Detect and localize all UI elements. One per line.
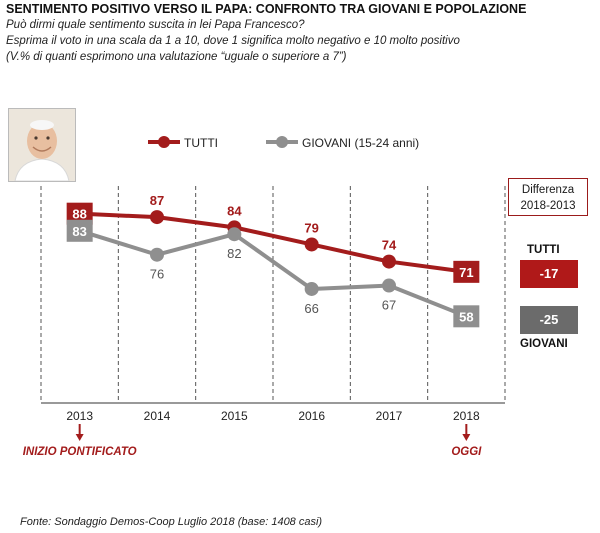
legend-marker [158,136,170,148]
data-label: 88 [72,207,86,222]
data-label: 76 [150,267,164,282]
data-point [382,278,396,293]
differenza-period: 2018-2013 [520,200,576,212]
diff-giovani-label: GIOVANI [520,338,568,350]
data-label: 79 [304,220,318,235]
data-badge [453,260,480,283]
annotation-label: OGGI [451,446,482,458]
data-label: 87 [150,193,164,208]
data-label: 74 [382,238,397,253]
data-label: 67 [382,298,396,313]
source-note: Fonte: Sondaggio Demos-Coop Luglio 2018 … [20,516,323,528]
data-point [150,210,164,225]
subtitle-question: Può dirmi quale sentimento suscita in le… [6,19,305,31]
down-arrow-head-icon [462,434,471,441]
x-tick-label: 2014 [144,409,171,423]
differenza-box: Differenza 2018-2013 [508,178,588,216]
data-point [304,281,319,296]
x-tick-label: 2015 [221,409,248,423]
data-label: 83 [72,224,86,239]
series-line [79,228,468,319]
chart-title: SENTIMENTO POSITIVO VERSO IL PAPA: CONFR… [6,2,527,16]
x-tick-label: 2017 [376,409,403,423]
diff-giovani-badge: -25 [520,306,578,334]
diff-tutti-badge: -17 [520,260,578,288]
data-point [304,237,319,252]
data-badge [66,219,93,242]
differenza-title: Differenza [521,184,575,196]
data-label: 82 [227,246,241,261]
data-label: 58 [459,309,473,324]
x-tick-label: 2016 [298,409,325,423]
annotation-label: INIZIO PONTIFICATO [23,446,137,458]
subtitle-note: (V.% di quanti esprimono una valutazione… [6,51,347,63]
subtitle-scale: Esprima il voto in una scala da 1 a 10, … [6,35,460,47]
legend-label: TUTTI [184,136,218,150]
data-badge [66,202,93,225]
legend-marker [276,136,288,148]
pope-portrait-icon [8,108,76,182]
data-point [382,254,396,269]
data-label: 66 [304,301,318,316]
data-badge [453,305,480,328]
data-label: 84 [227,203,242,218]
x-tick-label: 2013 [66,409,93,423]
x-tick-label: 2018 [453,409,480,423]
legend-label: GIOVANI (15-24 anni) [302,136,419,150]
data-point [227,227,242,242]
data-label: 71 [459,265,473,280]
data-point [150,247,164,262]
series-line [79,211,467,274]
down-arrow-head-icon [75,434,84,441]
diff-tutti-label: TUTTI [527,244,560,256]
